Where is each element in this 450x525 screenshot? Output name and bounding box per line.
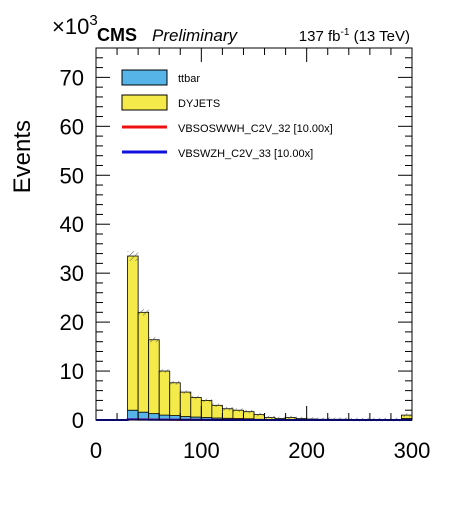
- y-tick-label-0: 0: [72, 408, 84, 433]
- y-tick-label-30: 30: [60, 261, 84, 286]
- y-multiplier-base: ×10: [52, 14, 89, 39]
- lumi-value: 137 fb: [299, 28, 341, 45]
- uncertainty-bin-3: [127, 251, 139, 261]
- legend-label-ttbar: ttbar: [178, 73, 200, 85]
- y-tick-label-60: 60: [60, 114, 84, 139]
- uncertainty-bin-13: [232, 408, 244, 412]
- uncertainty-bin-14: [243, 409, 254, 414]
- y-multiplier: ×103: [52, 12, 98, 39]
- stack-bars: [127, 255, 413, 421]
- y-tick-label-70: 70: [60, 65, 84, 90]
- lumi-energy: (13 TeV): [349, 28, 410, 45]
- y-tick-label-20: 20: [60, 310, 84, 335]
- uncertainty-bin-18: [285, 415, 297, 420]
- y-tick-label-40: 40: [60, 212, 84, 237]
- axes: 0 10 20 30 40 50 60 70 0 100 200 300: [60, 47, 431, 463]
- uncertainty-bin-29: [401, 413, 412, 417]
- bar-dyjets-bin-6: [158, 370, 171, 416]
- legend-swatch-ttbar: [121, 69, 168, 86]
- x-tick-label-0: 0: [90, 438, 102, 463]
- uncertainty-bin-10: [201, 398, 212, 403]
- x-tick-label-100: 100: [183, 438, 220, 463]
- uncertainty-bin-8: [180, 390, 191, 394]
- y-multiplier-exp: 3: [89, 12, 97, 29]
- uncertainty-bin-16: [264, 415, 276, 420]
- uncertainty-bin-6: [159, 369, 170, 373]
- bar-dyjets-bin-9: [190, 397, 202, 418]
- bar-dyjets-bin-5: [148, 339, 160, 415]
- bar-dyjets-bin-4: [137, 311, 150, 413]
- bar-dyjets-bin-7: [169, 382, 181, 416]
- legend-label-dyjets: DYJETS: [178, 98, 220, 110]
- uncertainty-bin-19: [296, 416, 307, 421]
- status-label: Preliminary: [152, 26, 239, 45]
- uncertainty-bin-17: [275, 416, 286, 421]
- legend-swatch-dyjets: [121, 94, 168, 111]
- legend: ttbar DYJETS VBSOSWWH_C2V_32 [10.00x] VBSWZ…: [121, 69, 333, 160]
- uncertainty-bin-9: [190, 395, 202, 400]
- uncertainty-bin-5: [148, 337, 160, 343]
- uncertainty-bin-11: [211, 403, 223, 408]
- experiment-label: CMS: [97, 25, 137, 45]
- x-tick-label-300: 300: [394, 438, 431, 463]
- bar-dyjets-bin-8: [179, 391, 192, 417]
- y-tick-label-50: 50: [60, 163, 84, 188]
- y-axis-title: Events: [9, 120, 36, 193]
- luminosity-label: 137 fb-1 (13 TeV): [299, 27, 410, 45]
- bar-dyjets-bin-10: [200, 400, 213, 418]
- legend-label-vbsoswwh-c2v-32-10-00x-: VBSOSWWH_C2V_32 [10.00x]: [178, 123, 333, 135]
- uncertainty-bin-4: [138, 309, 149, 316]
- bar-dyjets-bin-11: [211, 404, 223, 419]
- legend-label-vbswzh-c2v-33-10-00x-: VBSWZH_C2V_33 [10.00x]: [178, 148, 313, 160]
- x-tick-label-200: 200: [288, 438, 325, 463]
- y-tick-label-10: 10: [60, 359, 84, 384]
- uncertainty-bin-15: [254, 412, 265, 417]
- lumi-exponent: -1: [341, 27, 350, 38]
- bar-dyjets-bin-3: [127, 255, 139, 411]
- uncertainty-bin-7: [169, 381, 181, 385]
- uncertainty-bin-12: [222, 407, 233, 411]
